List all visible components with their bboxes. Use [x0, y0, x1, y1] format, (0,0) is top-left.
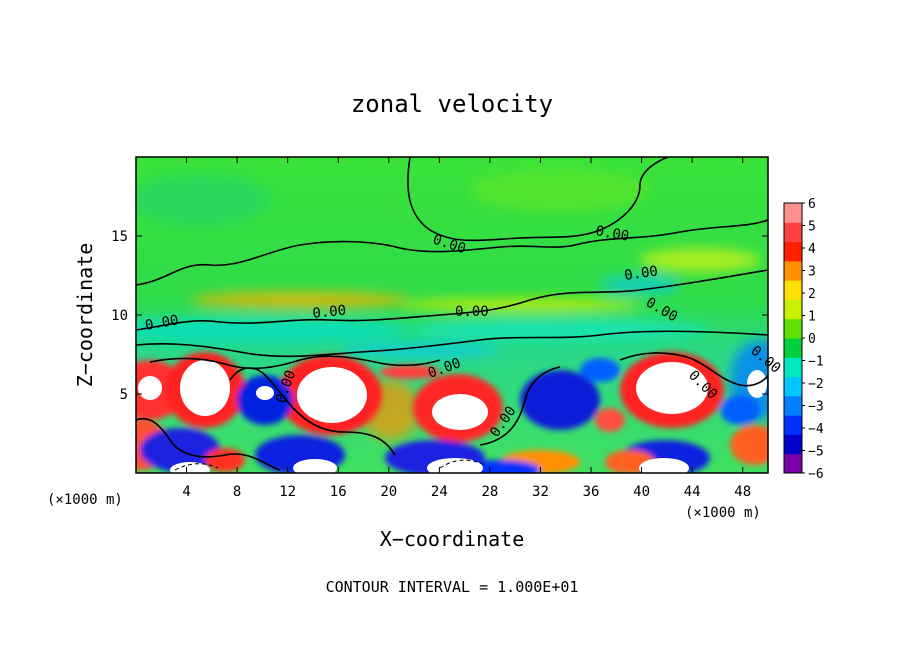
- colorbar-label: 2: [808, 287, 816, 302]
- colorbar-label: 4: [808, 242, 816, 257]
- colorbar-label: −6: [808, 467, 824, 482]
- colorbar-segment: [784, 203, 802, 223]
- contour-label: 0.00: [623, 263, 659, 284]
- x-axis: 4 8 12 16 20 24 28 32 36 40 44 48: [182, 157, 751, 500]
- colorbar: 6 5 4 3 2 1 0 −1 −2 −3 −4 −5 −6: [783, 197, 824, 482]
- colorbar-segment: [784, 299, 802, 320]
- x-tick-label: 20: [380, 484, 397, 500]
- y-axis: 5 10 15: [111, 229, 768, 403]
- contour-label: 0.00: [594, 223, 630, 245]
- negative-contours: [174, 459, 486, 471]
- x-tick-label: 12: [279, 484, 296, 500]
- x-unit-right: (×1000 m): [685, 505, 761, 521]
- contour-interval-note: CONTOUR INTERVAL = 1.000E+01: [326, 578, 579, 596]
- y-tick-label: 5: [120, 387, 128, 403]
- colorbar-label: −3: [808, 400, 824, 415]
- colorbar-segment: [784, 415, 802, 435]
- colorbar-label: −2: [808, 377, 824, 392]
- x-tick-label: 44: [684, 484, 701, 500]
- chart-title: zonal velocity: [351, 90, 553, 118]
- colorbar-label: −1: [808, 355, 824, 370]
- x-tick-label: 32: [532, 484, 549, 500]
- x-tick-label: 28: [481, 484, 498, 500]
- colorbar-segment: [784, 222, 802, 243]
- colorbar-segment: [784, 241, 802, 262]
- contour-label: 0.00: [455, 304, 489, 320]
- colorbar-segment: [784, 395, 802, 416]
- x-tick-label: 16: [330, 484, 347, 500]
- colorbar-segment: [784, 280, 802, 300]
- colorbar-label: −5: [808, 445, 824, 460]
- contour-label: 0.00: [144, 312, 180, 334]
- x-tick-label: 24: [431, 484, 448, 500]
- colorbar-label: 3: [808, 265, 816, 280]
- x-tick-label: 4: [182, 484, 190, 500]
- y-axis-label: Z−coordinate: [73, 243, 97, 388]
- colorbar-label: 0: [808, 332, 816, 347]
- colorbar-segment: [784, 260, 802, 281]
- colorbar-label: 5: [808, 220, 816, 235]
- colorbar-segment: [784, 357, 802, 378]
- colorbar-label: 1: [808, 310, 816, 325]
- colorbar-segment: [784, 318, 802, 339]
- colorbar-segment: [784, 453, 802, 474]
- heatmap-field: [136, 157, 768, 473]
- contour-lines: [136, 157, 768, 471]
- x-tick-label: 40: [633, 484, 650, 500]
- y-tick-label: 15: [111, 229, 128, 245]
- x-tick-label: 8: [233, 484, 241, 500]
- x-unit-left: (×1000 m): [47, 492, 123, 508]
- colorbar-segment: [784, 434, 802, 455]
- colorbar-segment: [784, 338, 802, 358]
- colorbar-label: −4: [808, 422, 824, 437]
- y-tick-label: 10: [111, 308, 128, 324]
- x-tick-label: 36: [583, 484, 600, 500]
- contour-label: 0.00: [312, 303, 347, 322]
- colorbar-label: 6: [808, 197, 816, 212]
- x-axis-label: X−coordinate: [380, 527, 525, 551]
- x-tick-label: 48: [734, 484, 751, 500]
- colorbar-segment: [784, 376, 802, 397]
